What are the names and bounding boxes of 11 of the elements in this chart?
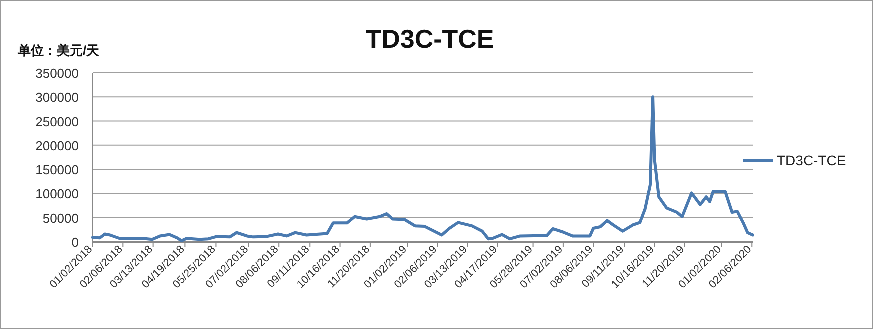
y-tick-label: 100000 <box>36 186 79 202</box>
chart-title: TD3C-TCE <box>366 24 494 54</box>
y-tick-label: 50000 <box>42 210 79 226</box>
y-tick-label: 150000 <box>36 162 79 178</box>
y-tick-label: 300000 <box>36 90 79 106</box>
y-tick-label: 350000 <box>36 66 79 81</box>
y-tick-label: 200000 <box>36 138 79 154</box>
y-tick-label: 250000 <box>36 114 79 130</box>
y-axis-title: 单位：美元/天 <box>17 43 101 58</box>
y-tick-label: 0 <box>72 235 79 250</box>
legend-label: TD3C-TCE <box>777 152 846 168</box>
